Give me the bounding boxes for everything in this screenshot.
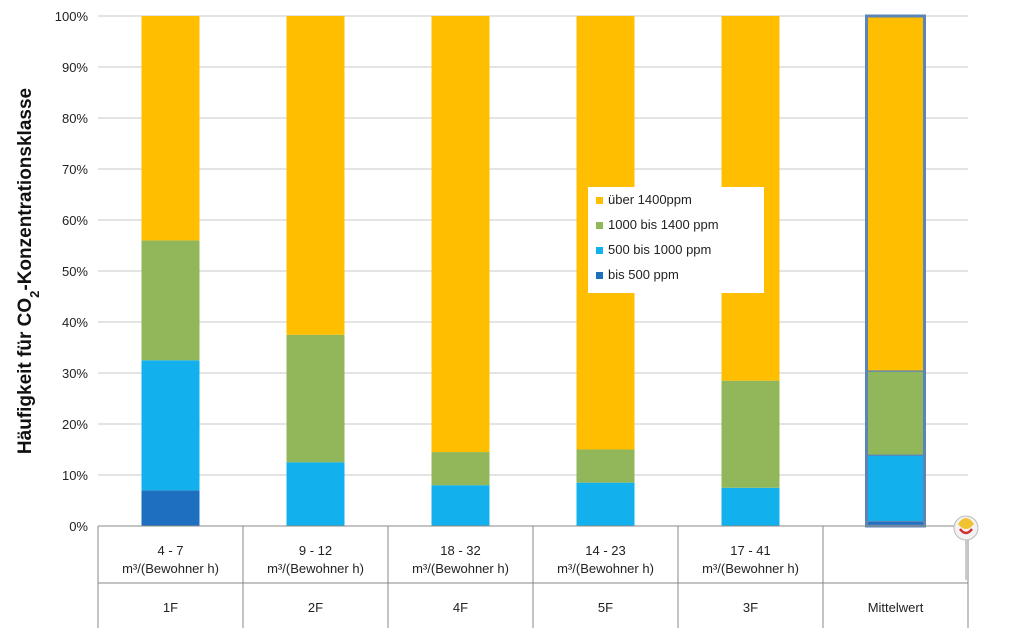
bar-segment <box>721 380 780 488</box>
bar-segment <box>866 16 925 371</box>
category-range-label: 9 - 12 <box>299 543 332 558</box>
gridlines <box>98 15 968 527</box>
bar-segment <box>141 240 200 361</box>
bar-segment <box>286 16 345 335</box>
legend: über 1400ppm 1000 bis 1400 ppm 500 bis 100… <box>588 187 764 293</box>
y-tick-label: 70% <box>62 162 88 177</box>
y-tick-label: 40% <box>62 315 88 330</box>
category-unit-label: m³/(Bewohner h) <box>702 561 799 576</box>
bar-segment <box>576 449 635 483</box>
category-range-label: 14 - 23 <box>585 543 625 558</box>
category-name-label: Mittelwert <box>868 600 924 615</box>
bar-segment <box>431 485 490 526</box>
category-range-label: 17 - 41 <box>730 543 770 558</box>
legend-label: bis 500 ppm <box>608 267 679 282</box>
y-tick-label: 80% <box>62 111 88 126</box>
y-tick-label: 90% <box>62 60 88 75</box>
y-tick-label: 60% <box>62 213 88 228</box>
bar-segment <box>286 334 345 463</box>
category-unit-label: m³/(Bewohner h) <box>412 561 509 576</box>
category-name-label: 2F <box>308 600 323 615</box>
legend-label: über 1400ppm <box>608 192 692 207</box>
category-range-label: 18 - 32 <box>440 543 480 558</box>
bar-segment <box>431 16 490 453</box>
legend-box <box>588 187 764 293</box>
category-unit-label: m³/(Bewohner h) <box>267 561 364 576</box>
bar-segment <box>866 370 925 455</box>
bar-segment <box>141 360 200 491</box>
bar-segment <box>721 487 780 526</box>
bar-segment <box>866 454 925 521</box>
svg-text:Häufigkeit für CO2-Konzentrati: Häufigkeit für CO2-Konzentrationsklasse <box>15 88 42 454</box>
bar-segment <box>141 16 200 241</box>
y-tick-label: 10% <box>62 468 88 483</box>
category-name-label: 1F <box>163 600 178 615</box>
legend-swatch <box>596 197 603 204</box>
y-axis-label: Häufigkeit für CO2-Konzentrationsklasse <box>15 88 42 454</box>
bar-segment <box>576 482 635 526</box>
y-tick-label: 50% <box>62 264 88 279</box>
bar-segment <box>431 452 490 486</box>
legend-swatch <box>596 247 603 254</box>
category-name-label: 4F <box>453 600 468 615</box>
category-unit-label: m³/(Bewohner h) <box>557 561 654 576</box>
category-unit-label: m³/(Bewohner h) <box>122 561 219 576</box>
legend-label: 500 bis 1000 ppm <box>608 242 711 257</box>
y-tick-label: 0% <box>69 519 88 534</box>
bar-segment <box>286 462 345 526</box>
ylabel-main: Häufigkeit für CO <box>15 298 36 454</box>
ylabel-rest: -Konzentrationsklasse <box>15 88 36 291</box>
legend-swatch <box>596 272 603 279</box>
legend-label: 1000 bis 1400 ppm <box>608 217 719 232</box>
bars <box>141 14 926 528</box>
x-axis-table: 4 - 7 m³/(Bewohner h) 1F 9 - 12 m³/(Bewohner… <box>97 525 969 628</box>
legend-swatch <box>596 222 603 229</box>
logo-icon <box>953 515 979 580</box>
y-tick-label: 30% <box>62 366 88 381</box>
y-tick-label: 20% <box>62 417 88 432</box>
category-name-label: 5F <box>598 600 613 615</box>
ylabel-subscript: 2 <box>27 291 42 298</box>
bar-segment <box>866 520 925 526</box>
bar-segment <box>141 490 200 526</box>
category-range-label: 4 - 7 <box>157 543 183 558</box>
y-axis-ticks: 0% 10% 20% 30% 40% 50% 60% 70% 80% 90% 100% <box>55 9 89 534</box>
category-name-label: 3F <box>743 600 758 615</box>
y-tick-label: 100% <box>55 9 89 24</box>
